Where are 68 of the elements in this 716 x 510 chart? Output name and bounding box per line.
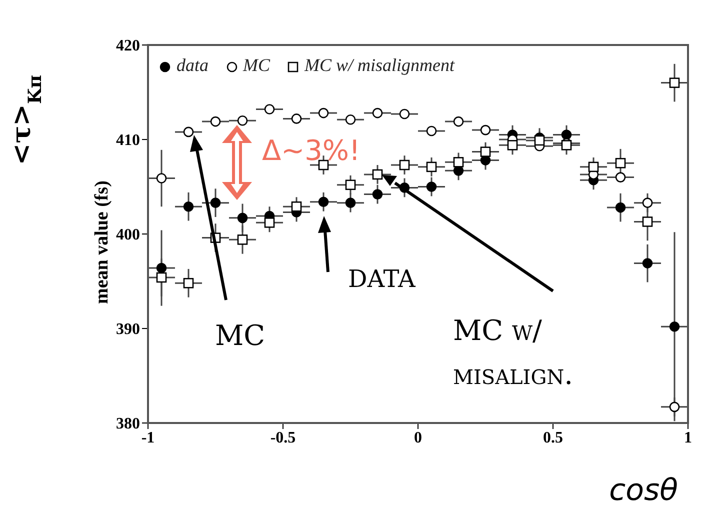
y-tick-label: 390: [116, 321, 140, 338]
annotation: DATA: [348, 265, 416, 293]
point: [318, 108, 329, 118]
annotation: MC w/ misalign.: [453, 314, 574, 391]
point: [561, 130, 572, 140]
point: [345, 198, 356, 208]
point: [237, 115, 248, 126]
point: [264, 218, 275, 228]
y-axis-title: mean value (fs): [92, 180, 113, 304]
point: [561, 140, 572, 150]
point: [426, 182, 437, 192]
point: [480, 155, 491, 166]
point: [534, 135, 545, 146]
point: [588, 162, 599, 172]
point: [345, 114, 356, 125]
point: [480, 124, 491, 136]
annotation: Δ~3%!: [262, 134, 360, 167]
point: [345, 180, 356, 190]
point: [399, 108, 410, 120]
point: [183, 201, 194, 212]
y-tick-label: 420: [116, 38, 140, 55]
point: [453, 116, 464, 127]
y-tick-label: 400: [116, 226, 140, 244]
point: [426, 126, 437, 136]
point: [615, 158, 626, 168]
point: [156, 272, 167, 283]
point: [453, 157, 464, 168]
x-tick-label: 0: [414, 429, 422, 446]
point: [291, 201, 302, 212]
point: [237, 234, 248, 245]
point: [372, 169, 383, 180]
point: [318, 160, 329, 170]
point: [156, 173, 167, 184]
point: [615, 172, 626, 182]
x-axis-title: cosθ: [609, 473, 678, 508]
annotation: MC: [215, 319, 266, 352]
point: [291, 114, 302, 124]
x-tick-label: 1: [684, 429, 692, 446]
point: [453, 166, 464, 176]
point: [156, 262, 167, 274]
point: [426, 162, 437, 172]
point: [669, 321, 680, 332]
legend-label: data: [176, 55, 209, 76]
point: [642, 258, 653, 268]
point: [399, 160, 410, 170]
legend-label: MC w/ misalignment: [303, 55, 455, 76]
point: [183, 126, 194, 138]
point: [372, 189, 383, 200]
point: [372, 108, 383, 118]
point: [669, 402, 680, 412]
point: [183, 278, 194, 288]
x-tick-label: -0.5: [270, 429, 296, 446]
point: [615, 202, 626, 213]
y-tick-label: 410: [116, 132, 140, 150]
point: [237, 212, 248, 224]
point: [210, 116, 221, 127]
point: [318, 196, 329, 208]
x-tick-label: 0.5: [543, 429, 563, 446]
point: [210, 198, 221, 208]
point: [480, 146, 491, 157]
point: [264, 104, 275, 114]
point: [669, 78, 680, 88]
point: [507, 140, 518, 150]
x-tick-label: -1: [141, 429, 155, 446]
y-tick-label: 380: [116, 416, 140, 433]
legend-label: MC: [242, 55, 270, 76]
point: [642, 216, 653, 227]
point: [642, 198, 653, 208]
